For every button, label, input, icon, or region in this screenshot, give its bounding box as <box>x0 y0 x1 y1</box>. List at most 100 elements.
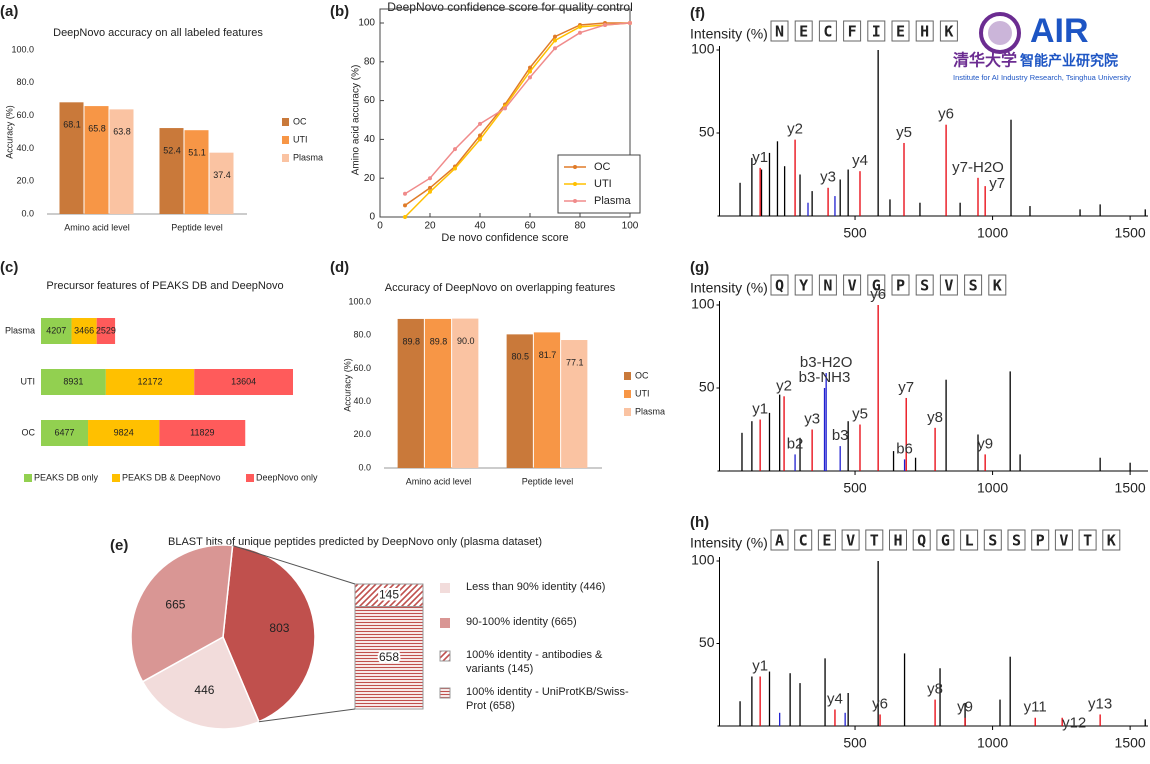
ion-label: y13 <box>1088 695 1112 712</box>
ion-label: y6 <box>870 286 886 303</box>
y-tick-label: 100 <box>691 41 715 57</box>
legend-swatch <box>624 390 631 398</box>
panel-label: (c) <box>0 259 18 276</box>
ion-label: y8 <box>927 409 943 426</box>
residue: T <box>1083 532 1092 550</box>
x-axis-label: De novo confidence score <box>441 232 568 244</box>
x-tick-label: 1500 <box>1115 225 1146 241</box>
legend-swatch <box>246 474 254 482</box>
ion-label: b3-H2O <box>800 354 853 371</box>
residue-box <box>960 529 979 551</box>
legend-marker <box>573 199 577 203</box>
ion-label: y9 <box>977 435 993 452</box>
point <box>553 34 557 39</box>
legend-label: 100% identity - UniProtKB/Swiss-Prot (65… <box>466 686 629 712</box>
series-line <box>404 22 631 218</box>
ion-label: y1 <box>752 149 768 166</box>
x-tick-label: 1500 <box>1115 480 1146 496</box>
ion-label: y6 <box>938 106 954 123</box>
residue: E <box>799 23 808 41</box>
point <box>503 106 507 111</box>
y-tick-label: 80.0 <box>353 330 371 340</box>
bar-segment <box>159 420 246 446</box>
residue-box <box>770 529 789 551</box>
y-tick-label: 0 <box>369 212 375 223</box>
residue: S <box>969 277 978 295</box>
data-label: 2529 <box>96 325 116 335</box>
data-label: 37.4 <box>213 170 231 180</box>
residue: C <box>823 23 832 41</box>
data-label: 52.4 <box>163 145 181 155</box>
bar <box>209 152 234 214</box>
x-tick-label: 1000 <box>977 225 1008 241</box>
residue: N <box>823 277 832 295</box>
residue-box <box>891 20 910 42</box>
y-tick-label: OC <box>22 427 36 437</box>
panel-label: (f) <box>690 5 705 22</box>
legend-label: 90-100% identity (665) <box>466 616 577 628</box>
bar-segment <box>96 318 116 344</box>
panel-label: (h) <box>690 514 709 531</box>
residue-box <box>891 274 910 296</box>
residue: F <box>848 23 857 41</box>
legend-swatch <box>282 136 289 144</box>
ion-label: y1 <box>752 401 768 418</box>
chart-title: DeepNovo confidence score for quality co… <box>387 0 632 14</box>
data-label: 63.8 <box>113 127 131 137</box>
x-tick-label: 80 <box>574 221 586 232</box>
point <box>528 65 532 70</box>
residue-box <box>843 20 862 42</box>
residue: A <box>775 532 784 550</box>
residue-box <box>841 529 860 551</box>
data-label: 65.8 <box>88 123 106 133</box>
point <box>603 22 607 27</box>
panel-label: (b) <box>330 3 349 20</box>
legend-swatch <box>624 372 631 380</box>
logo: AIR 清华大学 智能产业研究院 Institute for AI Indust… <box>953 12 1131 82</box>
y-tick-label: 100.0 <box>11 44 34 54</box>
legend-text-box: 100% identity - antibodies & variants (1… <box>466 649 602 675</box>
residue: G <box>941 532 950 550</box>
x-tick-label: 1000 <box>977 480 1008 496</box>
x-tick-label: 60 <box>524 221 536 232</box>
legend-label: Plasma <box>635 406 665 416</box>
x-tick-label: Peptide level <box>171 222 223 232</box>
point <box>478 133 482 138</box>
residue: V <box>846 532 855 550</box>
legend-label: PEAKS DB & DeepNovo <box>122 472 221 482</box>
residue-box <box>867 274 886 296</box>
residue-box <box>843 274 862 296</box>
residue-box <box>1078 529 1097 551</box>
x-tick-label: 20 <box>424 221 436 232</box>
residue-box <box>818 274 837 296</box>
x-tick-label: Amino acid level <box>406 476 472 486</box>
y-tick-label: 0.0 <box>358 462 371 472</box>
residue-box <box>988 274 1007 296</box>
data-label: 4207 <box>46 325 66 335</box>
ion-label: y4 <box>827 690 843 707</box>
bar-segment <box>41 318 72 344</box>
breakdown-label: 145 <box>379 587 399 601</box>
legend-label: OC <box>594 161 611 173</box>
residue-box <box>1102 529 1121 551</box>
connector <box>232 545 356 585</box>
legend-label: Less than 90% identity (446) <box>466 581 606 593</box>
chart-title: DeepNovo accuracy on all labeled feature… <box>53 27 263 39</box>
y-tick-label: 50 <box>699 634 715 650</box>
y-tick-label: 40.0 <box>16 143 34 153</box>
logo-emblem <box>979 12 1021 54</box>
bar <box>109 109 134 214</box>
residue-box <box>794 274 813 296</box>
ion-label: y7 <box>989 175 1005 192</box>
residue: P <box>1036 532 1045 550</box>
residue: Y <box>799 277 808 295</box>
legend-swatch <box>282 118 289 126</box>
y-tick-label: 20.0 <box>16 176 34 186</box>
y-tick-label: 60 <box>364 95 376 106</box>
y-tick-label: 20.0 <box>353 429 371 439</box>
legend-swatch <box>440 618 450 628</box>
point <box>403 191 407 196</box>
data-label: 68.1 <box>63 120 81 130</box>
ion-label: y3 <box>820 169 836 186</box>
